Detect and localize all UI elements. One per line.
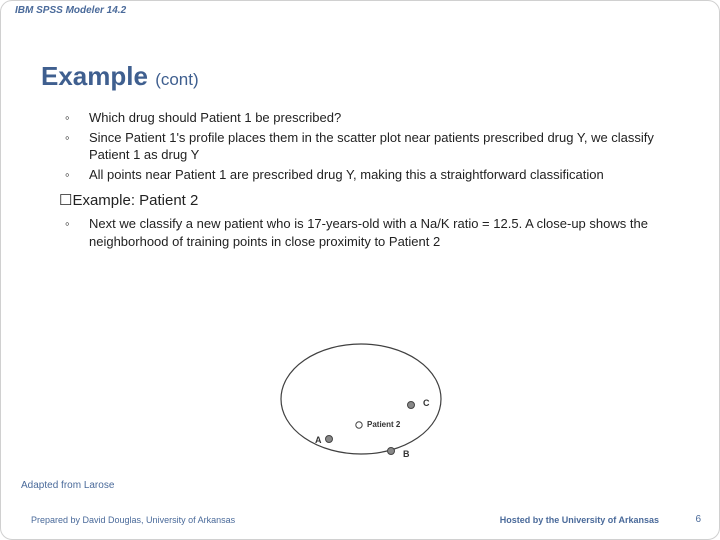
point-label-p2: Patient 2 (367, 420, 401, 429)
slide-content: Which drug should Patient 1 be prescribe… (71, 109, 671, 253)
header-product: IBM SPSS Modeler 14.2 (1, 1, 719, 25)
page-number: 6 (695, 514, 701, 525)
bullet-item: Next we classify a new patient who is 17… (71, 215, 671, 250)
title-main: Example (41, 61, 148, 91)
point-label-c: C (423, 398, 430, 408)
scatter-diagram: C Patient 2 A B (251, 331, 471, 471)
slide: IBM SPSS Modeler 14.2 Example (cont) Whi… (0, 0, 720, 540)
bullet-item: Since Patient 1's profile places them in… (71, 129, 671, 164)
bullet-item: Which drug should Patient 1 be prescribe… (71, 109, 671, 127)
bullet-item: All points near Patient 1 are prescribed… (71, 166, 671, 184)
slide-title: Example (cont) (41, 61, 199, 92)
footer-right: Hosted by the University of Arkansas (500, 515, 659, 525)
point-a (326, 436, 333, 443)
title-sub: (cont) (155, 70, 198, 89)
point-label-b: B (403, 449, 410, 459)
point-b (388, 448, 395, 455)
point-c (408, 402, 415, 409)
point-p2 (356, 422, 362, 428)
scatter-svg: C Patient 2 A B (251, 331, 471, 471)
example-heading: Example: Patient 2 (59, 191, 671, 211)
neighborhood-ellipse (281, 344, 441, 454)
point-label-a: A (315, 435, 322, 445)
footer-left: Prepared by David Douglas, University of… (31, 515, 235, 525)
adapted-note: Adapted from Larose (21, 480, 114, 491)
